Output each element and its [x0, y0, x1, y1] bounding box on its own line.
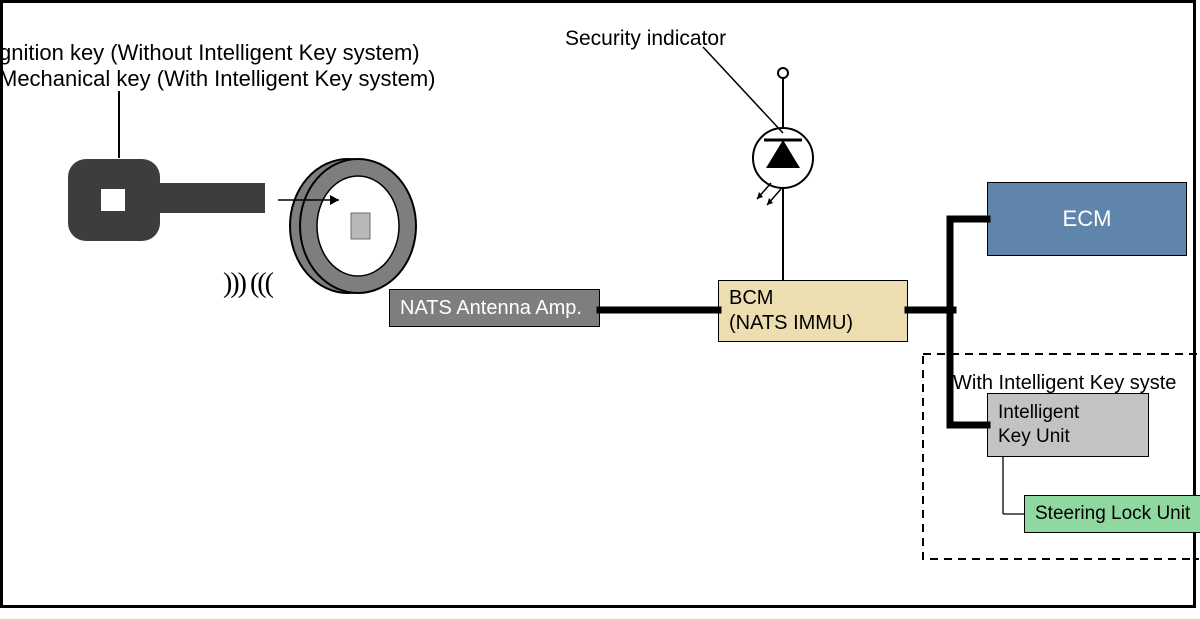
intelligent-key-unit-node: Intelligent Key Unit: [987, 393, 1149, 457]
key-label-line2: Mechanical key (With Intelligent Key sys…: [0, 65, 436, 94]
key-label-line1: gnition key (Without Intelligent Key sys…: [0, 39, 420, 68]
intelligent-key-unit-text: Intelligent Key Unit: [998, 401, 1079, 449]
nats-antenna-amp-text: NATS Antenna Amp.: [400, 296, 582, 321]
bcm-node: BCM (NATS IMMU): [718, 280, 908, 342]
ecm-text: ECM: [1063, 205, 1112, 233]
nats-antenna-amp-node: NATS Antenna Amp.: [389, 289, 600, 327]
ecm-node: ECM: [987, 182, 1187, 256]
steering-lock-unit-node: Steering Lock Unit: [1024, 495, 1200, 533]
rf-waves-icon: ))) (((: [223, 268, 272, 300]
diagram-svg-overlay: [3, 3, 1199, 611]
steering-lock-unit-text: Steering Lock Unit: [1035, 502, 1190, 526]
diagram-frame: gnition key (Without Intelligent Key sys…: [0, 0, 1196, 608]
bcm-text: BCM (NATS IMMU): [729, 286, 853, 336]
security-indicator-label: Security indicator: [565, 25, 726, 52]
